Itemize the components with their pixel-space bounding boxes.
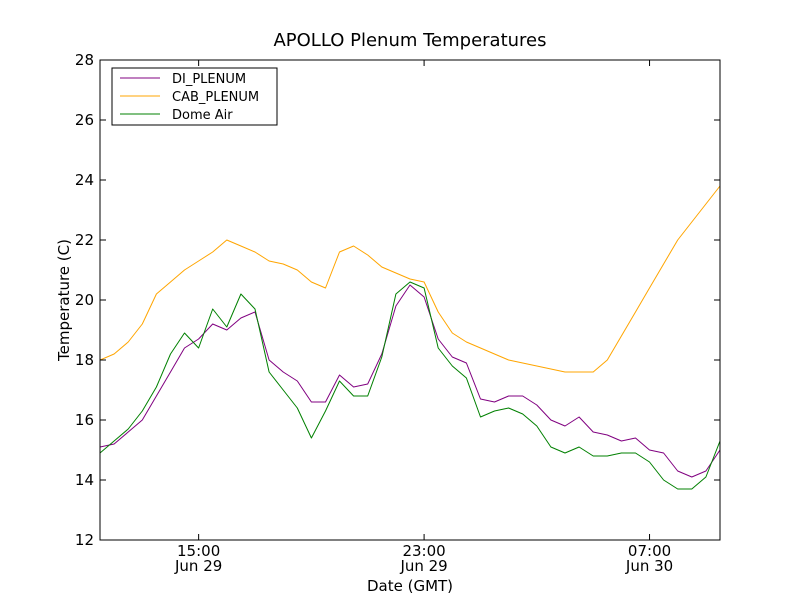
y-axis-label: Temperature (C) <box>55 239 73 362</box>
series-line-di-plenum <box>100 284 720 478</box>
legend: DI_PLENUM CAB_PLENUM Dome Air <box>111 67 278 126</box>
y-tick-label: 22 <box>75 231 94 249</box>
x-tick-label-time: 15:00 <box>177 542 220 560</box>
legend-label: Dome Air <box>172 108 233 123</box>
x-tick-label-time: 23:00 <box>402 542 445 560</box>
y-tick-label: 24 <box>75 171 94 189</box>
y-axis: 12 14 16 18 20 22 24 26 28 <box>75 51 720 549</box>
y-tick-label: 26 <box>75 111 94 129</box>
legend-label: DI_PLENUM <box>172 72 246 87</box>
y-tick-label: 16 <box>75 411 94 429</box>
series-line-dome-air <box>100 281 720 490</box>
legend-label: CAB_PLENUM <box>172 90 259 105</box>
chart-title: APOLLO Plenum Temperatures <box>273 30 546 51</box>
x-axis-label: Date (GMT) <box>367 577 453 595</box>
y-tick-label: 14 <box>75 471 94 489</box>
x-tick-label-date: Jun 29 <box>399 557 447 575</box>
y-tick-label: 28 <box>75 51 94 69</box>
y-tick-label: 12 <box>75 531 94 549</box>
series-layer <box>100 185 720 490</box>
plot-frame <box>99 59 721 541</box>
y-tick-label: 20 <box>75 291 94 309</box>
series-line-cab-plenum <box>100 185 720 373</box>
y-tick-label: 18 <box>75 351 94 369</box>
x-tick-label-date: Jun 30 <box>625 557 673 575</box>
x-tick-label-date: Jun 29 <box>174 557 222 575</box>
x-tick-label-time: 07:00 <box>628 542 671 560</box>
